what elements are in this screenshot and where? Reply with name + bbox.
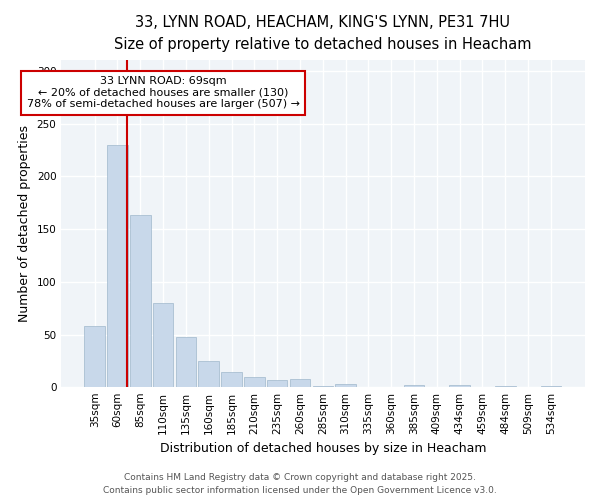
- Text: Contains HM Land Registry data © Crown copyright and database right 2025.
Contai: Contains HM Land Registry data © Crown c…: [103, 474, 497, 495]
- Bar: [199, 361, 219, 388]
- X-axis label: Distribution of detached houses by size in Heacham: Distribution of detached houses by size …: [160, 442, 486, 455]
- Bar: [290, 379, 310, 388]
- Bar: [267, 380, 287, 388]
- Bar: [404, 386, 424, 388]
- Bar: [130, 216, 151, 388]
- Bar: [153, 303, 173, 388]
- Bar: [221, 372, 242, 388]
- Bar: [449, 386, 470, 388]
- Bar: [495, 386, 515, 388]
- Bar: [313, 386, 333, 388]
- Bar: [107, 144, 128, 388]
- Bar: [176, 336, 196, 388]
- Bar: [541, 386, 561, 388]
- Bar: [244, 377, 265, 388]
- Bar: [85, 326, 105, 388]
- Title: 33, LYNN ROAD, HEACHAM, KING'S LYNN, PE31 7HU
Size of property relative to detac: 33, LYNN ROAD, HEACHAM, KING'S LYNN, PE3…: [114, 15, 532, 52]
- Bar: [335, 384, 356, 388]
- Text: 33 LYNN ROAD: 69sqm
← 20% of detached houses are smaller (130)
78% of semi-detac: 33 LYNN ROAD: 69sqm ← 20% of detached ho…: [26, 76, 299, 110]
- Y-axis label: Number of detached properties: Number of detached properties: [18, 126, 31, 322]
